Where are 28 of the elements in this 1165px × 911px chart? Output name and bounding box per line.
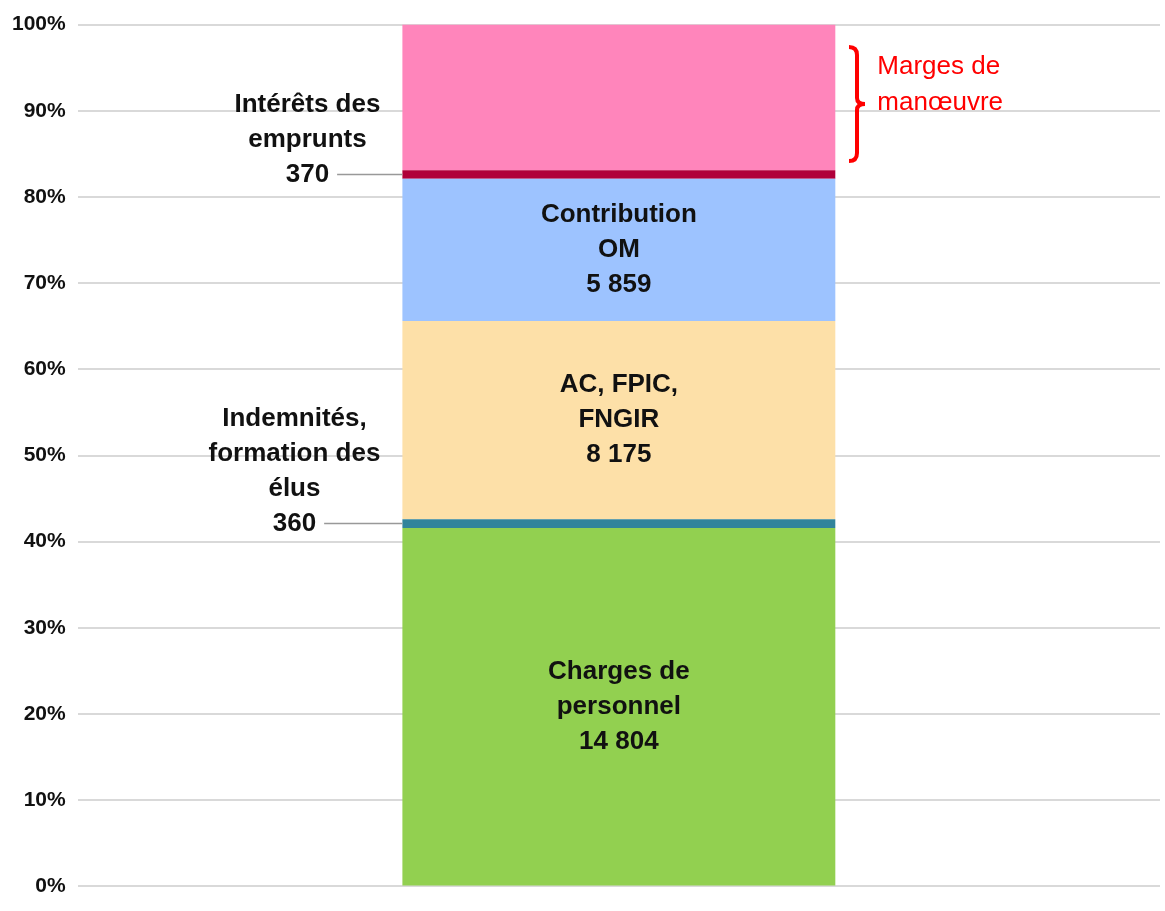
series-label: Indemnités, formation des élus <box>208 401 381 502</box>
y-tick-label: 80% <box>23 183 67 207</box>
y-tick-label: 10% <box>23 787 67 811</box>
y-tick-label: 0% <box>35 873 67 897</box>
series-label: Charges de personnel <box>548 654 690 720</box>
series-label: Contribution OM <box>540 198 697 264</box>
series-label: Marges de manœuvre <box>877 49 1004 116</box>
bar <box>402 178 836 322</box>
series-label: AC, FPIC, FNGIR <box>559 368 679 434</box>
annotation: 370 <box>285 157 330 188</box>
bar <box>402 170 836 179</box>
y-tick-label: 50% <box>23 442 67 466</box>
y-tick-label: 90% <box>23 97 67 121</box>
y-tick-label: 60% <box>23 356 67 380</box>
annotation: 8 175 <box>586 438 652 469</box>
y-tick-label: 40% <box>23 528 67 552</box>
bar <box>402 321 836 520</box>
annotation: 5 859 <box>586 268 652 299</box>
y-tick-label: 20% <box>23 700 67 724</box>
annotation: 14 804 <box>579 724 660 755</box>
bar <box>402 519 836 528</box>
y-tick-label: 30% <box>23 614 67 638</box>
annotation: 360 <box>272 506 317 537</box>
bar <box>402 527 836 886</box>
series-label: Intérêts des emprunts <box>234 87 381 153</box>
bar <box>402 24 836 171</box>
y-tick-label: 100% <box>11 11 67 35</box>
y-tick-label: 70% <box>23 269 67 293</box>
